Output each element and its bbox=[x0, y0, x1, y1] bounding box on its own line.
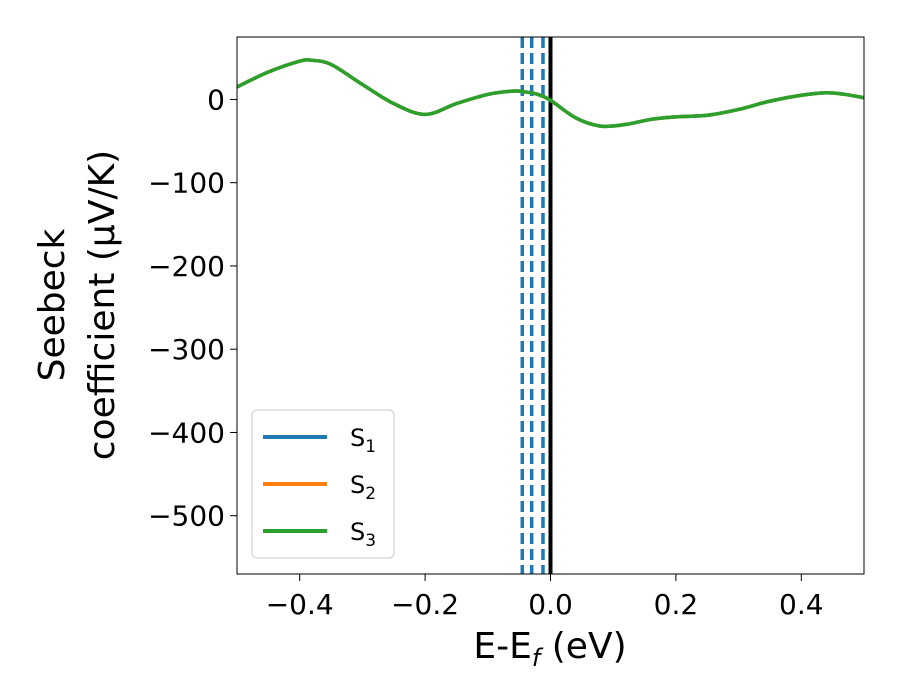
y-tick-label: −500 bbox=[148, 500, 225, 533]
legend-label-s1: S1 bbox=[350, 424, 376, 457]
series-line-s3 bbox=[237, 58, 864, 129]
x-axis-title: E-Ef (eV) bbox=[473, 626, 626, 672]
y-tick-label: −400 bbox=[148, 416, 225, 449]
y-tick-label: −300 bbox=[148, 333, 225, 366]
x-tick-label: 0.2 bbox=[654, 588, 699, 621]
legend: S1 S2 S3 bbox=[251, 409, 395, 559]
y-axis-title-line2: coefficient (μV/K) bbox=[82, 150, 123, 460]
x-tick-label: −0.4 bbox=[266, 588, 334, 621]
x-tick-label: 0.0 bbox=[528, 588, 573, 621]
y-axis-title-line1: Seebeck bbox=[32, 228, 73, 381]
y-tick-label: −200 bbox=[148, 250, 225, 283]
x-tick-label: 0.4 bbox=[779, 588, 824, 621]
y-tick-label: −100 bbox=[148, 167, 225, 200]
x-tick-label: −0.2 bbox=[391, 588, 459, 621]
legend-label-s3: S3 bbox=[350, 518, 376, 551]
y-tick-label: 0 bbox=[207, 83, 225, 116]
axis-ticks: −0.4 −0.2 0.0 0.2 0.4 0 −100 −200 −300 −400 −500 bbox=[148, 83, 823, 621]
plot-area bbox=[237, 37, 864, 574]
legend-label-s2: S2 bbox=[350, 471, 376, 504]
